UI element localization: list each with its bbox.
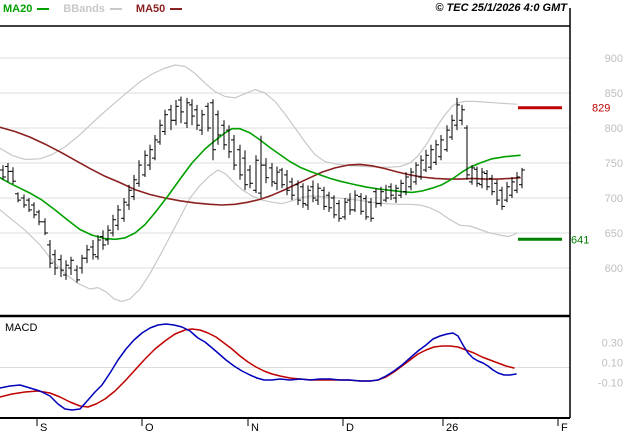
legend-item-ma20: MA20 (3, 3, 50, 15)
ohlc-bars (0, 96, 525, 283)
price-axis-label: 900 (605, 53, 623, 65)
legend-item-ma50: MA50 (135, 3, 183, 15)
price-axis-label: 700 (605, 193, 623, 205)
macd-axis-label: 0.10 (602, 358, 623, 370)
time-axis-label: O (145, 422, 154, 434)
bbands-line-swatch-icon (109, 8, 122, 11)
ma20-line (0, 127, 521, 241)
time-axis-label: 26 (446, 422, 458, 434)
time-axis-label: N (251, 422, 259, 434)
legend-label-bbands: BBands (63, 3, 105, 15)
price-axis-label: 800 (605, 123, 623, 135)
price-axis-label: 850 (605, 88, 623, 100)
legend: MA20 BBands MA50 (3, 3, 196, 15)
price-axis-label: 650 (605, 228, 623, 240)
bollinger-lower-band (0, 169, 518, 303)
support-level-label: 641 (571, 234, 589, 246)
price-axis-label: 750 (605, 158, 623, 170)
price-axis-label: 600 (605, 263, 623, 275)
ma20-line-swatch-icon (37, 8, 50, 11)
legend-label-ma20: MA20 (3, 3, 33, 15)
bollinger-upper-band (0, 64, 518, 168)
legend-label-ma50: MA50 (135, 3, 166, 15)
ma50-line (0, 126, 521, 206)
resistance-level-label: 829 (592, 103, 610, 115)
legend-item-bbands: BBands (63, 3, 122, 15)
macd-signal-line (0, 328, 515, 408)
time-axis-label: S (40, 422, 47, 434)
macd-panel-title: MACD (5, 322, 38, 334)
macd-axis-label: 0.30 (602, 338, 623, 350)
copyright-timestamp: © TEC 25/1/2026 4:0 GMT (435, 2, 567, 14)
ma50-line-swatch-icon (170, 8, 183, 11)
macd-axis-label: -0.10 (598, 378, 623, 390)
macd-line (0, 323, 517, 411)
time-axis-label: F (561, 422, 568, 434)
time-axis-label: D (346, 422, 354, 434)
